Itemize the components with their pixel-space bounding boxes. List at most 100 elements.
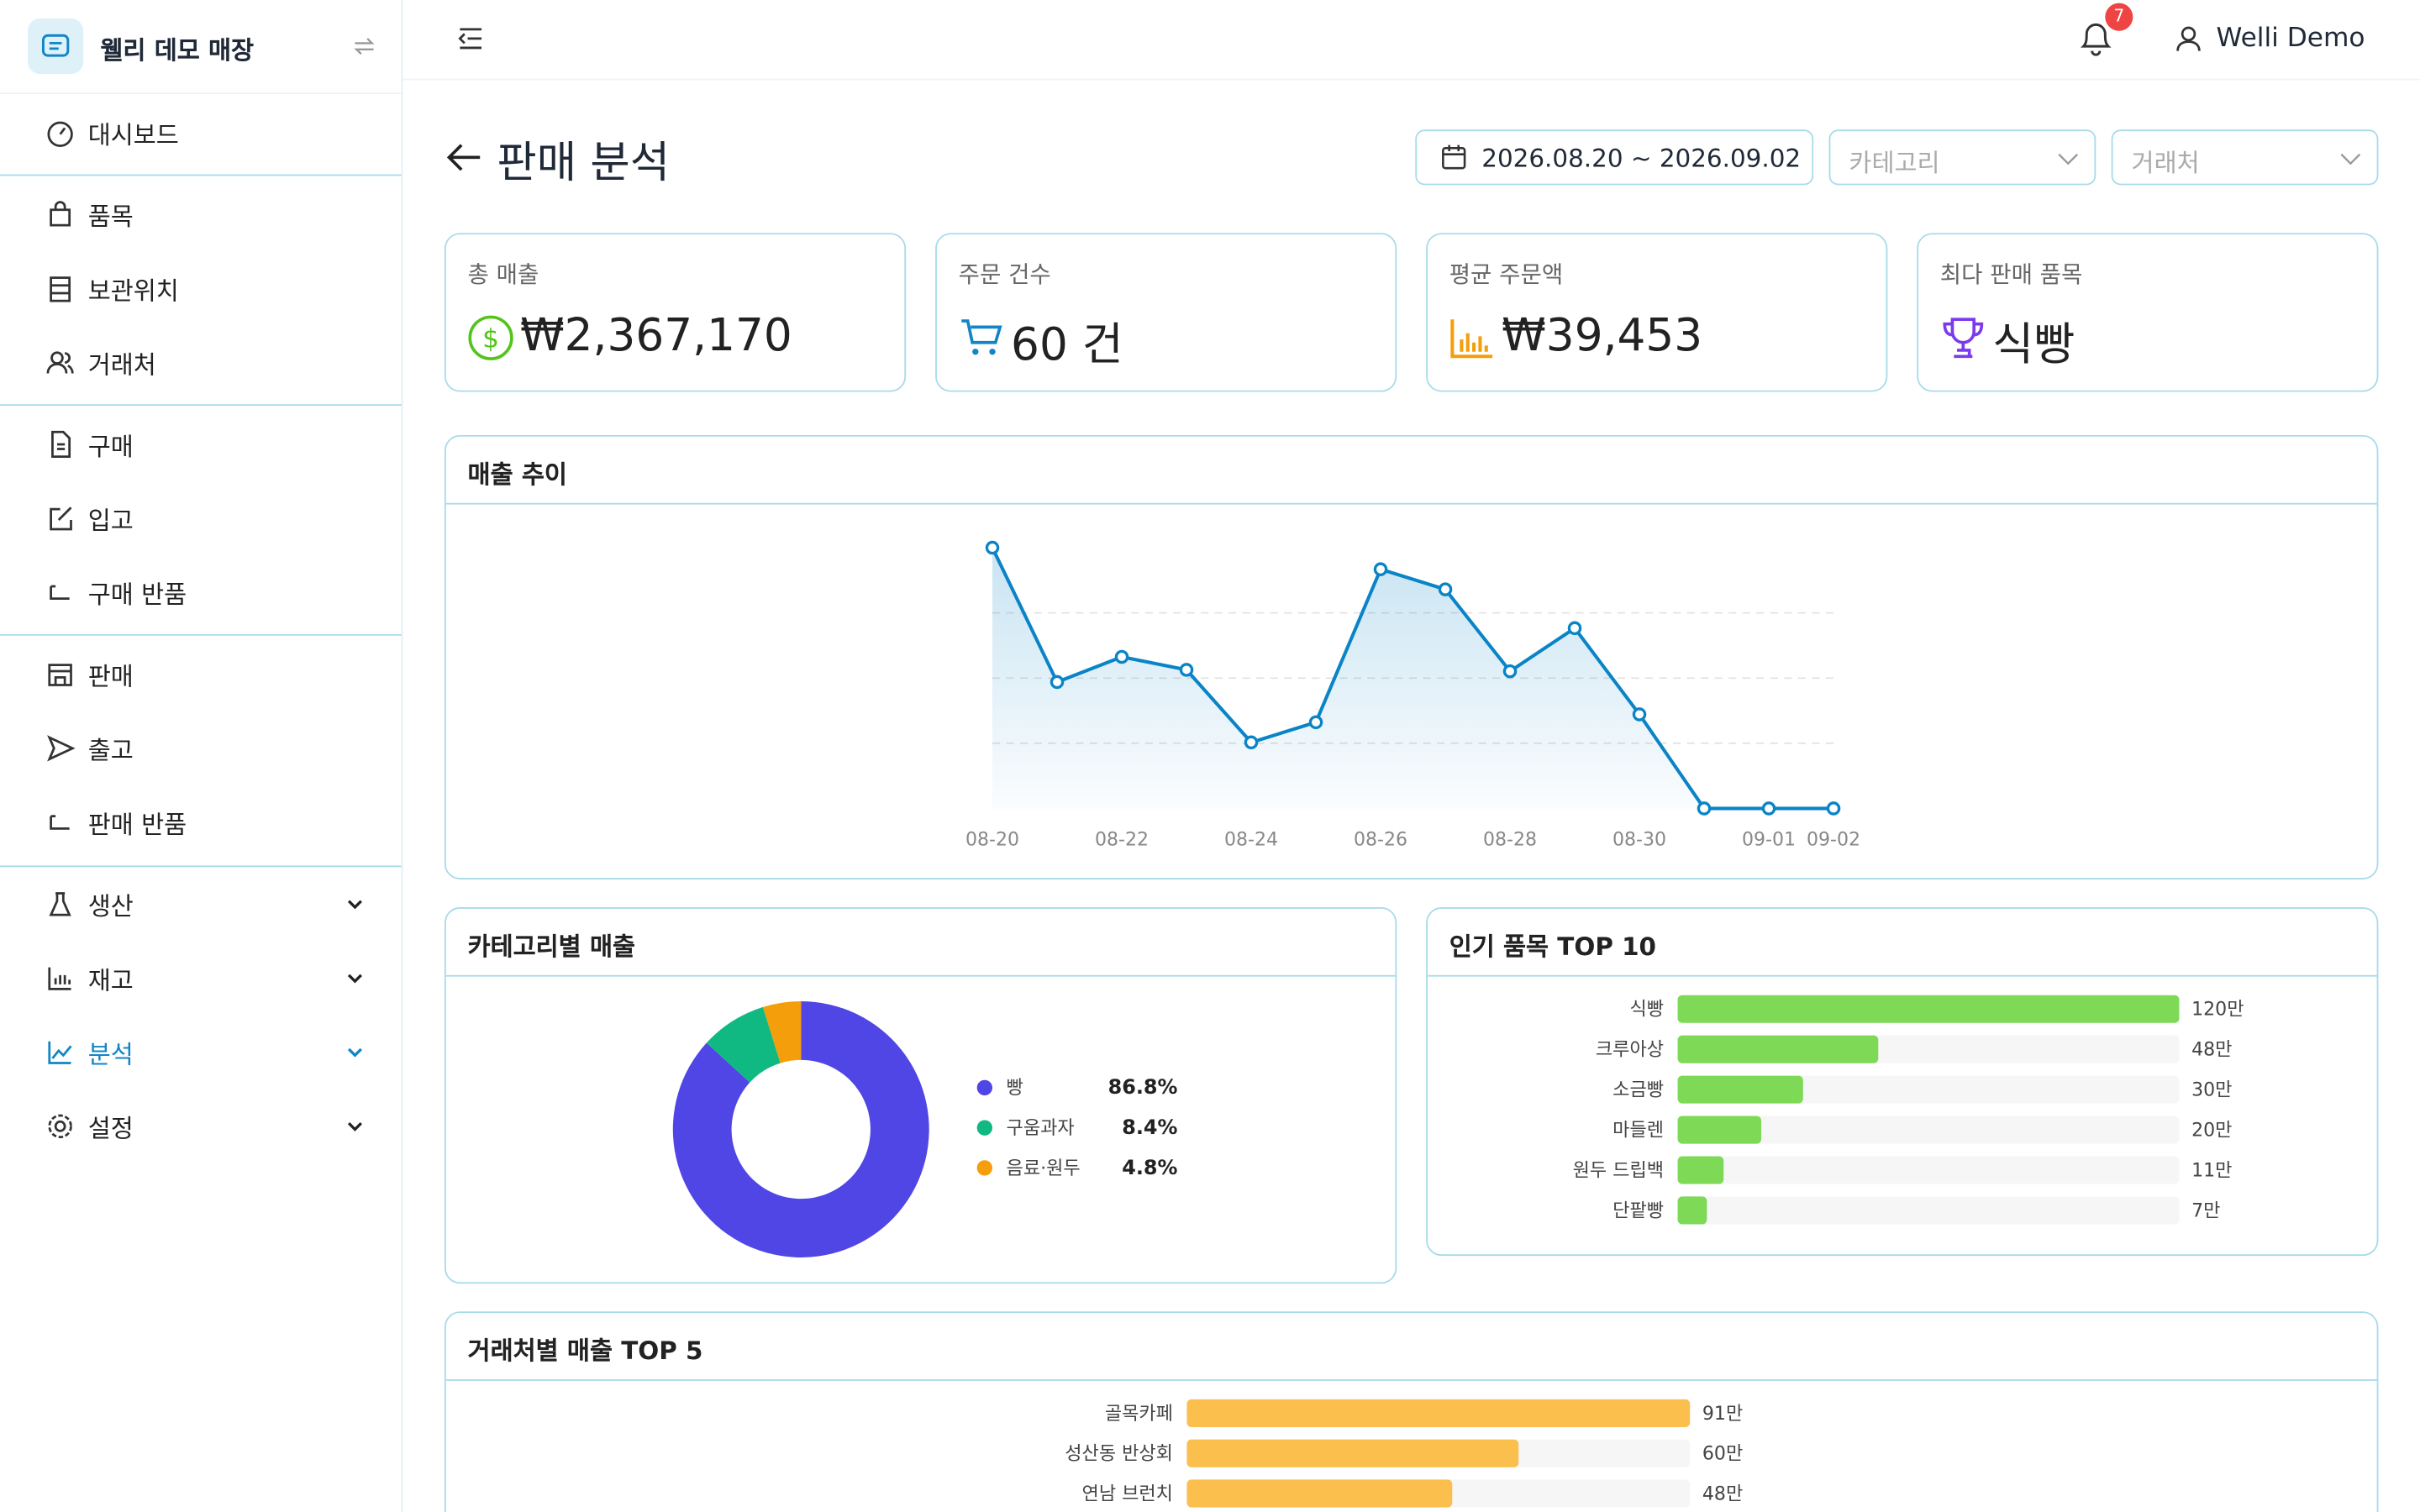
nav-item[interactable]: 구매 — [0, 413, 402, 475]
bar-track — [1677, 1156, 2180, 1184]
swap-icon[interactable] — [352, 34, 376, 58]
legend-label: 구움과자 — [1007, 1118, 1075, 1139]
category-label: 단팥빵 — [1612, 1200, 1664, 1221]
bar — [1677, 1116, 1762, 1144]
kpi-value: 60 건 — [1011, 318, 1123, 370]
kpi-icon — [961, 319, 1002, 355]
date-range: 2026.08.20 ~ 2026.09.02 — [1481, 143, 1802, 173]
bar — [1186, 1399, 1691, 1427]
x-tick-label: 09-01 — [1742, 830, 1796, 851]
line — [991, 547, 1834, 811]
nav-item[interactable]: 생산 — [0, 874, 402, 935]
point — [1826, 801, 1841, 816]
legend-dot — [976, 1079, 993, 1096]
x-tick-label: 08-26 — [1354, 830, 1407, 851]
donut-chart: 빵 86.8% 구움과자 8.4% 음료·원두 4.8% — [672, 1001, 1178, 1257]
nav-label: 판매 반품 — [87, 810, 187, 840]
chart-card: 거래처별 매출 TOP 5 골목카페 91만 성산동 반상회 60만 연남 브런치 48만 — [444, 1311, 2379, 1512]
nav-label: 구매 — [87, 432, 134, 462]
nav-item[interactable]: 설정 — [0, 1095, 402, 1157]
logo-icon — [41, 34, 70, 57]
x-tick-label: 08-20 — [965, 830, 1019, 851]
logo — [28, 18, 84, 75]
x-tick-label: 08-22 — [1095, 830, 1149, 851]
bar — [1677, 1075, 1803, 1104]
chart-title: 카테고리별 매출 — [467, 932, 636, 962]
nav-label: 구매 반품 — [87, 580, 187, 610]
nav-label: 생산 — [87, 891, 134, 921]
nav-item[interactable]: 출고 — [0, 717, 402, 779]
user-icon — [2176, 26, 2201, 51]
category-label: 원두 드립백 — [1573, 1160, 1664, 1181]
category-filter[interactable]: 카테고리 — [1828, 129, 2096, 186]
point — [1244, 735, 1259, 750]
kpi-value: ₩39,453 — [1502, 308, 1703, 361]
category-label: 크루아상 — [1596, 1040, 1664, 1061]
bar-track — [1677, 1075, 2180, 1104]
value-label: 7만 — [2191, 1200, 2220, 1221]
bar — [1677, 1156, 1724, 1184]
kpi-value: ₩2,367,170 — [519, 308, 792, 361]
kpi-card: 주문 건수 60 건 — [935, 233, 1397, 392]
filter-placeholder: 거래처 — [2131, 148, 2200, 178]
menu-toggle[interactable] — [457, 24, 485, 52]
line-chart: 08-20 08-22 08-24 08-26 08-28 08-30 09-01 09-02 — [965, 540, 1860, 851]
nav-item[interactable]: 품목 — [0, 184, 402, 245]
card-header: 인기 품목 TOP 10 — [1427, 909, 2377, 977]
legend-label: 빵 — [1007, 1078, 1023, 1099]
bar — [1186, 1479, 1453, 1508]
value-label: 60만 — [1702, 1444, 1743, 1465]
point — [1373, 562, 1388, 576]
nav-item[interactable]: 입고 — [0, 487, 402, 549]
sidebar: 웰리 데모 매장 대시보드 품목 보관위치 거래처 구매 입고 구매 반품 판매… — [0, 0, 403, 1512]
date-range-picker[interactable]: 2026.08.20 ~ 2026.09.02 — [1415, 129, 1814, 186]
value-label: 20만 — [2191, 1120, 2232, 1141]
nav-item[interactable]: 보관위치 — [0, 258, 402, 319]
category-label: 소금빵 — [1612, 1079, 1664, 1100]
notification-bell[interactable] — [2077, 18, 2114, 59]
nav-item[interactable]: 분석 — [0, 1021, 402, 1083]
nav-item[interactable]: 대시보드 — [0, 102, 402, 163]
vendor-filter[interactable]: 거래처 — [2111, 129, 2379, 186]
x-tick-label: 08-28 — [1483, 830, 1537, 851]
kpi-icon: $ — [468, 315, 513, 360]
notification-badge: 7 — [2105, 3, 2133, 31]
point — [1567, 621, 1582, 636]
nav-item[interactable]: 판매 반품 — [0, 791, 402, 853]
point — [985, 540, 1000, 555]
back-arrow[interactable] — [445, 139, 485, 176]
nav-item[interactable]: 구매 반품 — [0, 562, 402, 623]
value-label: 91만 — [1702, 1404, 1743, 1425]
chart-title: 거래처별 매출 TOP 5 — [467, 1336, 703, 1366]
point — [1761, 801, 1776, 816]
value-label: 48만 — [1702, 1483, 1743, 1504]
card-header: 매출 추이 — [445, 437, 2377, 505]
card-header: 카테고리별 매출 — [445, 909, 1396, 977]
kpi-value: 식빵 — [1992, 318, 2075, 370]
kpi-card: 평균 주문액 ₩39,453 — [1426, 233, 1888, 392]
nav-item[interactable]: 재고 — [0, 948, 402, 1009]
divider — [0, 865, 402, 868]
svg-text:$: $ — [482, 323, 499, 354]
kpi-label: 총 매출 — [467, 260, 539, 289]
donut-segment — [672, 1001, 929, 1257]
store-name: 웰리 데모 매장 — [100, 35, 255, 66]
point — [1502, 664, 1518, 679]
kpi-icon — [1943, 318, 1984, 359]
value-label: 4.8% — [1122, 1156, 1177, 1179]
bar — [1677, 1035, 1879, 1063]
user-name[interactable]: Welli Demo — [2216, 23, 2365, 55]
nav-label: 보관위치 — [87, 276, 179, 306]
nav-label: 분석 — [87, 1039, 134, 1069]
point — [1179, 663, 1194, 677]
nav-item[interactable]: 판매 — [0, 643, 402, 705]
divider — [0, 92, 402, 95]
nav-label: 입고 — [87, 506, 134, 536]
nav-item[interactable]: 거래처 — [0, 332, 402, 393]
chart-title: 인기 품목 TOP 10 — [1449, 932, 1657, 962]
point — [1697, 801, 1712, 816]
kpi-label: 평균 주문액 — [1449, 260, 1564, 289]
